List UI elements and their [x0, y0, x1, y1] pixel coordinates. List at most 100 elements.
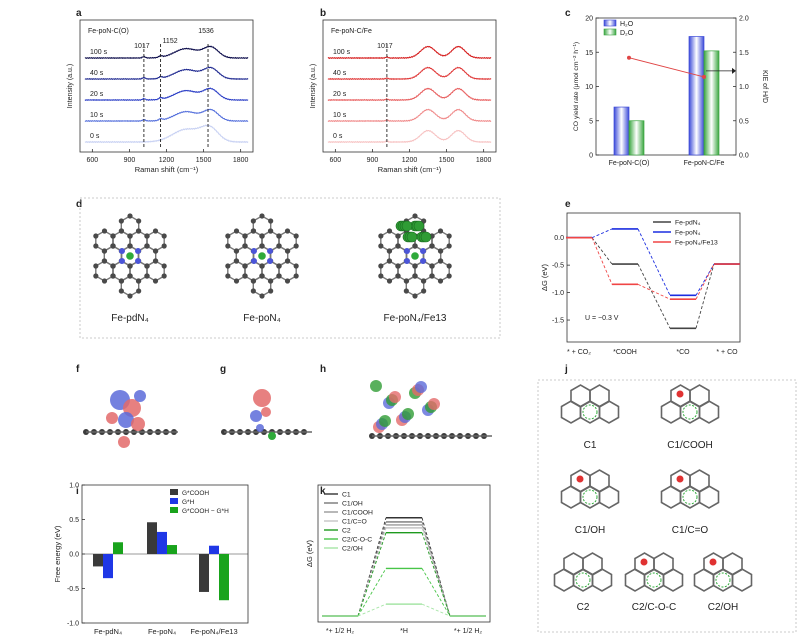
- y-tick-label: 20: [585, 16, 593, 23]
- carbon-atom: [225, 243, 231, 249]
- energy-connector: [637, 228, 671, 296]
- molecule: [93, 213, 167, 299]
- carbon-atom: [101, 258, 108, 264]
- panel-frame: [79, 197, 501, 339]
- carbon-atom: [378, 263, 384, 269]
- carbon-atom: [152, 228, 159, 234]
- spectrum-line: [84, 87, 249, 102]
- carbon-atom: [284, 228, 291, 234]
- y-tick-label: 1.0: [69, 483, 79, 490]
- carbon-atom: [136, 218, 142, 224]
- carbon-atom: [437, 258, 444, 264]
- legend-swatch: [603, 19, 617, 27]
- bond-ring: [146, 230, 165, 252]
- molecule: [225, 213, 299, 299]
- carbon-atom: [101, 248, 108, 254]
- bond-ring: [95, 260, 114, 282]
- active-site-ring: [575, 572, 591, 588]
- fe-cluster-atom: [420, 231, 432, 243]
- carbon-atom: [386, 258, 393, 264]
- bond-ring: [589, 384, 610, 408]
- carbon-atom: [136, 228, 142, 234]
- charge-lobe: [379, 415, 391, 427]
- bond-ring: [278, 260, 297, 282]
- category-label: *+ 1/2 H₂: [454, 628, 482, 635]
- category-label: Fe-poN-C/Fe: [684, 160, 725, 167]
- structure-label: C2/OH: [708, 602, 739, 613]
- bond-ring: [431, 230, 450, 252]
- carbon-atom: [284, 278, 291, 284]
- plot-frame: [322, 19, 497, 153]
- carbon-atom: [259, 243, 265, 249]
- carbon-atom: [386, 228, 393, 234]
- bond-ring: [405, 275, 425, 297]
- active-site-ring: [682, 489, 698, 505]
- nitrogen-atom: [135, 258, 141, 264]
- bar: [613, 106, 630, 156]
- energy-connector: [421, 603, 451, 617]
- iron-atom: [411, 252, 419, 260]
- carbon-atom: [152, 278, 159, 284]
- bond-ring: [722, 552, 743, 576]
- chart-title: Fe-poN-C(O): [88, 28, 129, 35]
- legend-label: H₂O: [620, 21, 634, 28]
- energy-connector: [591, 237, 613, 265]
- carbon-atom: [395, 263, 401, 269]
- structure-label: C1: [584, 440, 597, 451]
- carbon-atom: [446, 233, 452, 239]
- carbon-atom: [395, 233, 401, 239]
- carbon-atom: [259, 293, 265, 299]
- x-tick-label: 600: [330, 157, 342, 164]
- y-tick-label: 0: [589, 153, 593, 160]
- panel-letter-d: d: [76, 199, 82, 210]
- bond-ring: [689, 384, 710, 408]
- carbon-atom: [118, 288, 124, 294]
- carbon-atom: [110, 233, 116, 239]
- y-tick-label: -0.5: [67, 586, 79, 593]
- spectrum-line: [84, 124, 249, 144]
- bond-ring: [660, 485, 682, 509]
- bond-ring: [380, 230, 399, 252]
- structure-label: C1/C=O: [672, 525, 709, 536]
- carbon-atom: [233, 228, 240, 234]
- structures-d: Fe-pdN₄ Fe-poN₄ Fe-poN₄/Fe13: [79, 197, 501, 339]
- bond-ring: [431, 260, 450, 282]
- x-tick-label: 1500: [439, 157, 455, 164]
- legend-label: C2/OH: [342, 546, 363, 553]
- legend-label: G*H: [182, 499, 195, 506]
- active-site-ring: [715, 572, 731, 588]
- plot-frame: [566, 212, 741, 343]
- carbon-atom: [144, 243, 150, 249]
- spectrum-line: [84, 108, 249, 122]
- bar: [167, 545, 177, 554]
- y2-tick-label: 0.0: [739, 153, 749, 160]
- structures-j: C1 C1/COOH C1/OH C1/C=O C2 C2/C-O-C C2/OH: [537, 379, 797, 633]
- oxygen-atom: [676, 475, 684, 483]
- category-label: Fe-pdN₄: [94, 627, 122, 636]
- category-label: *CO: [676, 349, 690, 356]
- fe-cluster-atom: [413, 220, 425, 232]
- carbon-atom: [378, 233, 384, 239]
- bond-ring: [653, 552, 674, 576]
- structure-label: C1/COOH: [667, 440, 713, 451]
- carbon-atom: [276, 273, 282, 279]
- energy-connector: [637, 283, 671, 300]
- panel-letter-f: f: [76, 364, 80, 375]
- panel-letter-a: a: [76, 8, 82, 19]
- carbon-atom: [284, 248, 291, 254]
- category-label: *COOH: [613, 349, 637, 356]
- x-tick-label: 1800: [476, 157, 492, 164]
- legend-label: C2: [342, 528, 351, 535]
- carbon-atom: [395, 273, 401, 279]
- chart-title: Fe-poN-C/Fe: [331, 28, 372, 35]
- y-tick-label: -0.5: [552, 263, 564, 270]
- carbon-atom: [259, 213, 265, 219]
- carbon-atom: [127, 263, 133, 269]
- nitrogen-atom: [135, 248, 141, 254]
- x-tick-label: 600: [87, 157, 99, 164]
- carbon-atom: [403, 288, 409, 294]
- carbon-atom: [378, 243, 384, 249]
- carbon-atom: [118, 278, 124, 284]
- energy-connector: [421, 524, 451, 617]
